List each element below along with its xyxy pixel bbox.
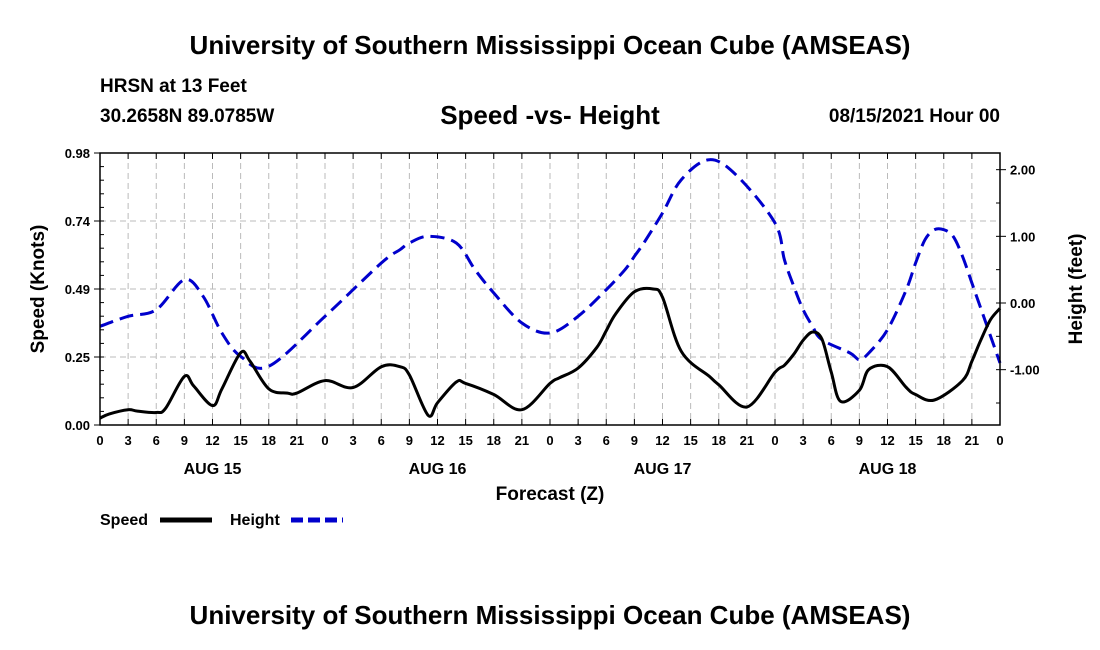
x-tick-label: 21 — [290, 433, 304, 448]
x-tick-label: 9 — [856, 433, 863, 448]
x-tick-label: 3 — [125, 433, 132, 448]
x-tick-label: 15 — [908, 433, 922, 448]
x-tick-label: 21 — [965, 433, 979, 448]
x-tick-label: 18 — [712, 433, 726, 448]
legend-label: Height — [230, 512, 280, 529]
chart-title: Speed -vs- Height — [440, 100, 660, 130]
x-tick-label: 3 — [575, 433, 582, 448]
forecast-datetime: 08/15/2021 Hour 00 — [828, 106, 1000, 127]
x-tick-label: 15 — [458, 433, 472, 448]
x-tick-label: 0 — [96, 433, 103, 448]
station-name: HRSN at 13 Feet — [100, 76, 247, 97]
y2-axis-label: Height (feet) — [1066, 234, 1087, 345]
x-tick-label: 3 — [800, 433, 807, 448]
y-tick-label: 0.49 — [65, 282, 90, 297]
y-axis-label: Speed (Knots) — [28, 225, 49, 354]
day-label: AUG 15 — [184, 461, 242, 478]
day-label: AUG 16 — [409, 461, 467, 478]
x-tick-label: 15 — [683, 433, 697, 448]
legend-label: Speed — [100, 512, 148, 529]
bottom-title: University of Southern Mississippi Ocean… — [189, 600, 911, 630]
x-tick-label: 12 — [205, 433, 219, 448]
x-tick-label: 6 — [828, 433, 835, 448]
x-tick-label: 12 — [880, 433, 894, 448]
series — [99, 158, 1002, 420]
x-tick-label: 6 — [378, 433, 385, 448]
x-tick-label: 0 — [321, 433, 328, 448]
y2-tick-label: 0.00 — [1010, 296, 1035, 311]
x-tick-label: 6 — [153, 433, 160, 448]
speed-series-line — [99, 286, 1002, 420]
x-tick-label: 0 — [996, 433, 1003, 448]
ticks: 0 3 6 9 12 15 18 21 0 3 6 9 12 15 18 21 0 3 6 9 12 15 18 21 0 3 6 9… — [65, 146, 1040, 478]
legend: Speed Height — [100, 512, 343, 529]
x-tick-label: 9 — [406, 433, 413, 448]
height-series-line — [99, 158, 1002, 370]
y2-tick-label: -1.00 — [1010, 363, 1040, 378]
y2-tick-label: 2.00 — [1010, 163, 1035, 178]
y-tick-label: 0.00 — [65, 418, 90, 433]
y-tick-label: 0.98 — [65, 146, 90, 161]
x-tick-label: 18 — [262, 433, 276, 448]
x-tick-label: 18 — [937, 433, 951, 448]
x-tick-label: 0 — [546, 433, 553, 448]
y2-tick-label: 1.00 — [1010, 229, 1035, 244]
top-title: University of Southern Mississippi Ocean… — [189, 30, 911, 60]
station-coordinates: 30.2658N 89.0785W — [100, 106, 275, 127]
day-label: AUG 17 — [634, 461, 692, 478]
x-tick-label: 6 — [603, 433, 610, 448]
x-tick-label: 9 — [631, 433, 638, 448]
x-tick-label: 21 — [515, 433, 529, 448]
x-tick-label: 0 — [771, 433, 778, 448]
x-tick-label: 21 — [740, 433, 754, 448]
day-label: AUG 18 — [859, 461, 917, 478]
y-tick-label: 0.74 — [65, 214, 91, 229]
x-axis-label: Forecast (Z) — [496, 484, 605, 505]
x-tick-label: 9 — [181, 433, 188, 448]
x-tick-label: 3 — [350, 433, 357, 448]
x-tick-label: 12 — [655, 433, 669, 448]
x-tick-label: 12 — [430, 433, 444, 448]
x-tick-label: 18 — [487, 433, 501, 448]
y-tick-label: 0.25 — [65, 350, 90, 365]
x-tick-label: 15 — [233, 433, 247, 448]
